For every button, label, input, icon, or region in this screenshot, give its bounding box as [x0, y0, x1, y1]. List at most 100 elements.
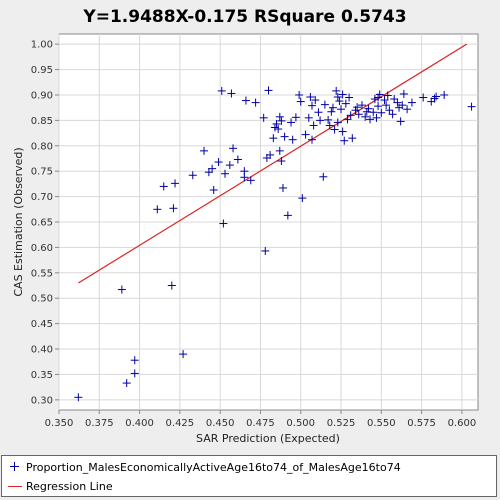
legend-label-observed: Proportion_MalesEconomicallyActiveAge16t…	[26, 460, 401, 474]
data-point	[388, 110, 397, 119]
data-point	[345, 93, 354, 102]
data-point	[385, 106, 394, 115]
data-point	[287, 118, 296, 127]
data-point	[354, 110, 363, 119]
data-point	[295, 90, 304, 99]
data-point	[233, 155, 242, 164]
data-point	[328, 103, 337, 112]
data-point	[374, 102, 383, 111]
data-point	[283, 211, 292, 220]
data-point	[341, 99, 350, 108]
data-point	[314, 108, 323, 117]
data-point	[382, 101, 391, 110]
data-point	[407, 98, 416, 107]
data-point	[364, 104, 373, 113]
data-point	[419, 93, 428, 102]
x-tick-label: 0.450	[206, 418, 235, 429]
data-point	[167, 281, 176, 290]
y-tick-label: 0.40	[31, 345, 53, 356]
data-point	[288, 135, 297, 144]
data-point	[390, 95, 399, 104]
data-point	[209, 185, 218, 194]
data-point	[335, 97, 344, 106]
y-tick-label: 0.70	[31, 192, 53, 203]
data-point	[219, 219, 228, 228]
data-point	[393, 98, 402, 107]
data-point	[179, 350, 188, 359]
data-point	[403, 105, 412, 114]
data-point	[306, 93, 315, 102]
data-point	[159, 182, 168, 191]
data-point	[432, 92, 441, 101]
data-point	[361, 112, 370, 121]
data-point	[269, 134, 278, 143]
data-point	[380, 96, 389, 105]
y-axis-title: CAS Estimation (Observed)	[12, 147, 25, 296]
data-point	[214, 158, 223, 167]
data-point	[279, 183, 288, 192]
data-point	[264, 86, 273, 95]
data-point	[208, 164, 217, 173]
data-point	[272, 119, 281, 128]
data-point	[74, 393, 83, 402]
legend-item-regression: Regression Line	[2, 477, 113, 495]
data-point	[240, 173, 249, 182]
legend-label-regression: Regression Line	[26, 479, 113, 493]
x-axis-title: SAR Prediction (Expected)	[196, 432, 340, 445]
red-line-icon	[8, 479, 22, 493]
data-point	[327, 107, 336, 116]
legend: Proportion_MalesEconomicallyActiveAge16t…	[1, 455, 497, 497]
data-point	[348, 134, 357, 143]
x-tick-label: 0.475	[246, 418, 275, 429]
data-point	[227, 89, 236, 98]
data-point	[383, 91, 392, 100]
data-point	[333, 118, 342, 127]
data-point	[396, 117, 405, 126]
data-point	[346, 111, 355, 120]
y-tick-label: 0.55	[31, 268, 53, 279]
data-point	[353, 103, 362, 112]
data-point	[298, 194, 307, 203]
data-point	[357, 101, 366, 110]
data-point	[332, 86, 341, 95]
y-tick-label: 0.35	[31, 370, 53, 381]
legend-item-observed: Proportion_MalesEconomicallyActiveAge16t…	[2, 458, 401, 476]
data-point	[304, 113, 313, 122]
data-point	[229, 144, 238, 153]
data-point	[277, 157, 286, 166]
y-axis-ticks: 0.30 0.35 0.40 0.45 0.50 0.55 0.60 0.65 0.70 0.75…	[31, 40, 59, 406]
data-point	[337, 105, 346, 114]
data-point	[188, 171, 197, 180]
data-point	[296, 97, 305, 106]
y-tick-label: 0.60	[31, 243, 53, 254]
data-point	[251, 98, 260, 107]
data-point	[338, 127, 347, 136]
x-tick-label: 0.500	[286, 418, 315, 429]
data-point	[372, 113, 381, 122]
data-point	[308, 135, 317, 144]
data-point	[153, 205, 162, 214]
data-point	[375, 90, 384, 99]
data-point	[275, 112, 284, 121]
data-point	[259, 113, 268, 122]
y-tick-label: 1.00	[31, 40, 53, 51]
data-point	[309, 121, 318, 130]
data-point	[311, 96, 320, 105]
data-point	[343, 115, 352, 124]
data-point	[241, 96, 250, 105]
data-point	[330, 125, 339, 134]
x-tick-label: 0.600	[448, 418, 477, 429]
data-point	[220, 169, 229, 178]
data-point	[301, 130, 310, 139]
data-point	[277, 116, 286, 125]
data-point	[319, 172, 328, 181]
data-point	[440, 90, 449, 99]
y-tick-label: 0.65	[31, 218, 53, 229]
data-point	[122, 379, 131, 388]
data-point	[399, 89, 408, 98]
regression-line	[78, 43, 468, 284]
data-point	[369, 108, 378, 117]
x-tick-label: 0.400	[125, 418, 154, 429]
chart-title: Y=1.9488X-0.175 RSquare 0.5743	[82, 7, 406, 27]
